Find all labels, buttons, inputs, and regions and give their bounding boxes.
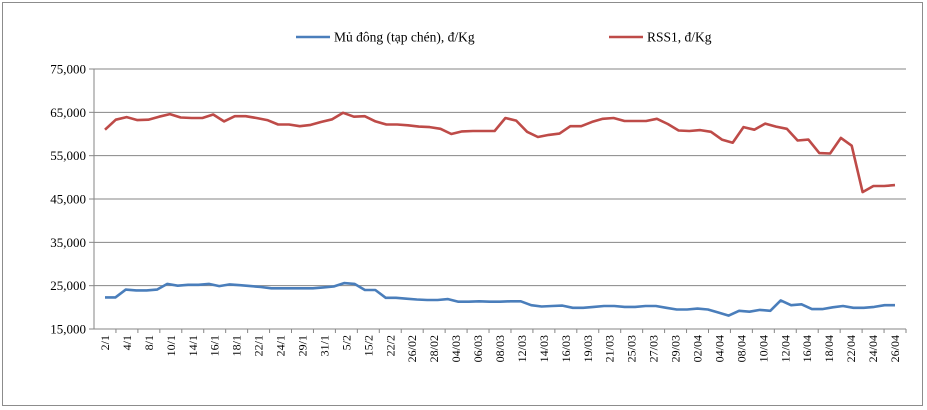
x-tick-label: 22/1 xyxy=(252,335,266,356)
x-tick-label: 12/03 xyxy=(515,335,529,362)
y-tick-label: 75,000 xyxy=(50,62,86,77)
x-tick-label: 25/03 xyxy=(625,335,639,362)
x-tick-label: 16/03 xyxy=(559,335,573,362)
x-tick-label: 4/1 xyxy=(120,335,134,350)
x-tick-label: 18/04 xyxy=(822,335,836,362)
x-tick-label: 22/2 xyxy=(383,335,397,356)
legend-label-1: Mủ đông (tạp chén), đ/Kg xyxy=(334,30,475,45)
x-tick-label: 08/04 xyxy=(734,335,748,362)
x-tick-label: 29/03 xyxy=(669,335,683,362)
x-tick-label: 8/1 xyxy=(142,335,156,350)
x-axis-tick-labels: 2/1 4/1 8/1 10/1 14/1 16/1 18/1 22/1 24/1 29/1 31/… xyxy=(98,335,902,362)
series-line-2 xyxy=(104,111,896,194)
x-tick-label: 24/04 xyxy=(866,335,880,362)
line-chart: 15,000 25,000 35,000 45,000 55,000 65,000 75,0… xyxy=(50,30,907,362)
x-tick-label: 04/04 xyxy=(712,335,726,362)
x-tick-label: 14/03 xyxy=(537,335,551,362)
y-tick-label: 25,000 xyxy=(50,278,86,293)
y-tick-label: 15,000 xyxy=(50,322,86,337)
x-tick-label: 22/04 xyxy=(844,335,858,362)
series-line-1 xyxy=(105,281,895,317)
x-tick-label: 16/1 xyxy=(208,335,222,356)
chart-frame: 15,000 25,000 35,000 45,000 55,000 65,000 75,0… xyxy=(2,2,923,406)
x-tick-label: 14/1 xyxy=(186,335,200,356)
x-tick-label: 21/03 xyxy=(603,335,617,362)
x-tick-label: 10/04 xyxy=(756,335,770,362)
x-tick-label: 27/03 xyxy=(647,335,661,362)
legend-label-2: RSS1, đ/Kg xyxy=(647,30,712,45)
series-lines xyxy=(104,111,896,317)
x-tick-label: 2/1 xyxy=(98,335,112,350)
x-tick-label: 24/1 xyxy=(274,335,288,356)
x-tick-label: 15/2 xyxy=(361,335,375,356)
x-tick-label: 19/03 xyxy=(581,335,595,362)
y-tick-label: 35,000 xyxy=(50,235,86,250)
y-tick-label: 45,000 xyxy=(50,192,86,207)
legend: Mủ đông (tạp chén), đ/Kg RSS1, đ/Kg xyxy=(296,30,712,45)
x-tick-label: 16/04 xyxy=(800,335,814,362)
x-tick-label: 31/1 xyxy=(317,335,331,356)
x-tick-label: 29/1 xyxy=(295,335,309,356)
x-tick-label: 06/03 xyxy=(471,335,485,362)
y-axis-tick-labels: 15,000 25,000 35,000 45,000 55,000 65,000 75,0… xyxy=(50,62,86,337)
x-tick-label: 18/1 xyxy=(230,335,244,356)
y-tick-label: 55,000 xyxy=(50,148,86,163)
gridlines xyxy=(94,68,906,287)
x-tick-label: 26/04 xyxy=(888,335,902,362)
axes xyxy=(89,68,907,333)
x-tick-label: 26/02 xyxy=(405,335,419,362)
x-tick-label: 08/03 xyxy=(493,335,507,362)
x-tick-label: 04/03 xyxy=(449,335,463,362)
x-tick-label: 02/04 xyxy=(691,335,705,362)
x-tick-label: 12/04 xyxy=(778,335,792,362)
x-tick-label: 5/2 xyxy=(339,335,353,350)
x-tick-label: 10/1 xyxy=(164,335,178,356)
y-tick-label: 65,000 xyxy=(50,105,86,120)
x-tick-label: 28/02 xyxy=(427,335,441,362)
